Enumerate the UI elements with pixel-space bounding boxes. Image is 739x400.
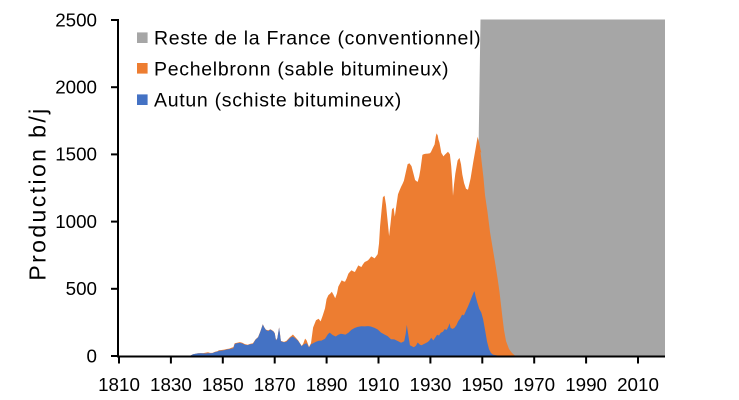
svg-text:Pechelbronn (sable bitumineux): Pechelbronn (sable bitumineux) bbox=[154, 58, 449, 80]
svg-text:1970: 1970 bbox=[513, 374, 555, 395]
svg-text:2010: 2010 bbox=[617, 374, 659, 395]
svg-text:Production b/j: Production b/j bbox=[25, 106, 51, 280]
svg-text:1830: 1830 bbox=[150, 374, 192, 395]
svg-text:1990: 1990 bbox=[565, 374, 607, 395]
svg-text:1870: 1870 bbox=[254, 374, 296, 395]
svg-text:2000: 2000 bbox=[55, 77, 97, 98]
svg-text:1890: 1890 bbox=[306, 374, 348, 395]
svg-text:1000: 1000 bbox=[55, 211, 97, 232]
svg-text:1810: 1810 bbox=[98, 374, 140, 395]
svg-text:Autun (schiste bitumineux): Autun (schiste bitumineux) bbox=[154, 90, 402, 112]
svg-text:0: 0 bbox=[87, 345, 97, 366]
svg-text:2500: 2500 bbox=[55, 9, 97, 30]
svg-text:1950: 1950 bbox=[461, 374, 503, 395]
svg-text:Reste de la France (convention: Reste de la France (conventionnel) bbox=[154, 28, 481, 50]
svg-text:1930: 1930 bbox=[410, 374, 452, 395]
svg-text:1850: 1850 bbox=[202, 374, 244, 395]
svg-text:500: 500 bbox=[66, 278, 97, 299]
svg-text:1500: 1500 bbox=[55, 144, 97, 165]
svg-text:1910: 1910 bbox=[358, 374, 400, 395]
